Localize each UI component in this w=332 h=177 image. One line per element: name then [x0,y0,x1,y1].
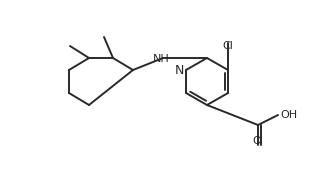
Text: NH: NH [153,54,169,64]
Text: Cl: Cl [222,41,233,51]
Text: O: O [253,136,261,146]
Text: OH: OH [280,110,297,120]
Text: N: N [174,64,184,76]
